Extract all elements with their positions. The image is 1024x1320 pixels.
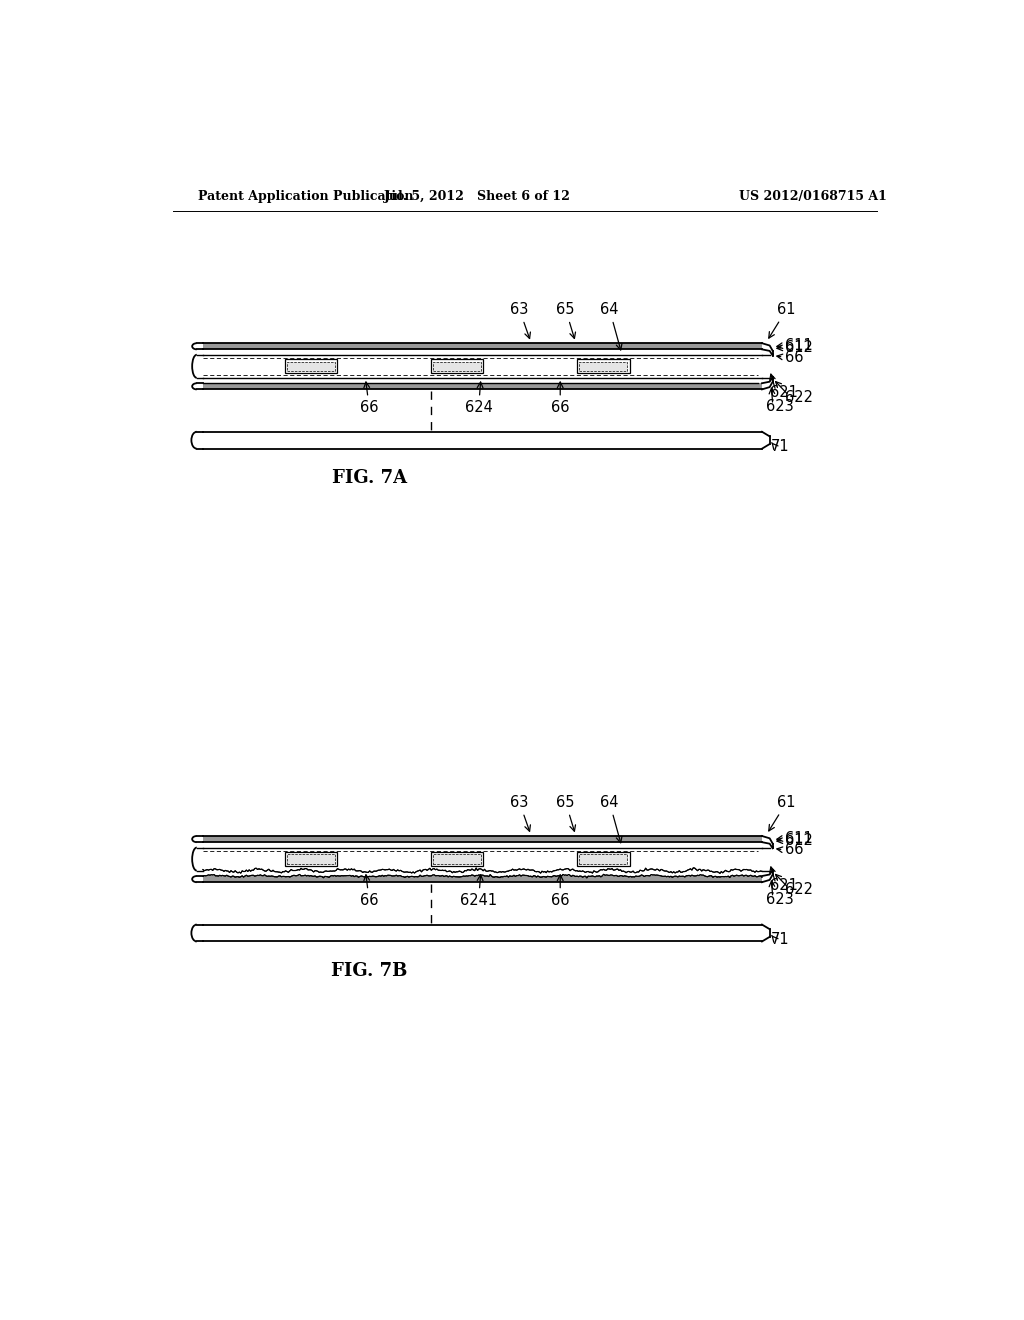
Text: 622: 622 — [785, 882, 813, 898]
Bar — [285, 853, 337, 866]
Text: 63: 63 — [510, 302, 530, 338]
Text: 624: 624 — [465, 381, 493, 416]
Text: 64: 64 — [600, 795, 622, 842]
Text: 612: 612 — [785, 341, 813, 355]
Text: 65: 65 — [556, 302, 575, 338]
Bar — [203, 343, 762, 350]
Text: 612: 612 — [785, 833, 813, 849]
Bar — [285, 359, 337, 374]
Text: 622: 622 — [785, 389, 813, 405]
Text: 66: 66 — [360, 381, 379, 416]
Bar — [203, 383, 762, 389]
Bar — [431, 359, 483, 374]
Text: 64: 64 — [600, 302, 622, 350]
Text: FIG. 7B: FIG. 7B — [331, 962, 408, 979]
Bar — [203, 836, 762, 842]
Text: Jul. 5, 2012   Sheet 6 of 12: Jul. 5, 2012 Sheet 6 of 12 — [384, 190, 570, 203]
Bar — [203, 876, 762, 882]
Bar — [578, 359, 630, 374]
Bar — [431, 853, 483, 866]
Text: US 2012/0168715 A1: US 2012/0168715 A1 — [739, 190, 887, 203]
Text: 71: 71 — [771, 438, 790, 454]
Text: 61: 61 — [769, 795, 796, 830]
Text: 623: 623 — [766, 891, 794, 907]
Text: 621: 621 — [770, 385, 798, 400]
Text: 66: 66 — [551, 875, 569, 908]
Text: 66: 66 — [360, 875, 379, 908]
Bar — [287, 854, 335, 863]
Text: 621: 621 — [770, 878, 798, 892]
Text: 611: 611 — [785, 338, 813, 352]
Text: 611: 611 — [785, 830, 813, 846]
Text: FIG. 7A: FIG. 7A — [332, 469, 407, 487]
Bar — [433, 854, 481, 863]
Text: 66: 66 — [551, 381, 569, 416]
Text: 63: 63 — [510, 795, 530, 832]
Text: Patent Application Publication: Patent Application Publication — [199, 190, 414, 203]
Bar — [433, 362, 481, 371]
Text: 66: 66 — [785, 842, 804, 858]
Bar — [580, 362, 628, 371]
Bar — [580, 854, 628, 863]
Text: 61: 61 — [769, 302, 796, 338]
Text: 71: 71 — [771, 932, 790, 946]
Text: 623: 623 — [766, 399, 794, 414]
Text: 6241: 6241 — [460, 875, 498, 908]
Bar — [287, 362, 335, 371]
Text: 65: 65 — [556, 795, 575, 832]
Bar — [578, 853, 630, 866]
Text: 66: 66 — [785, 350, 804, 364]
